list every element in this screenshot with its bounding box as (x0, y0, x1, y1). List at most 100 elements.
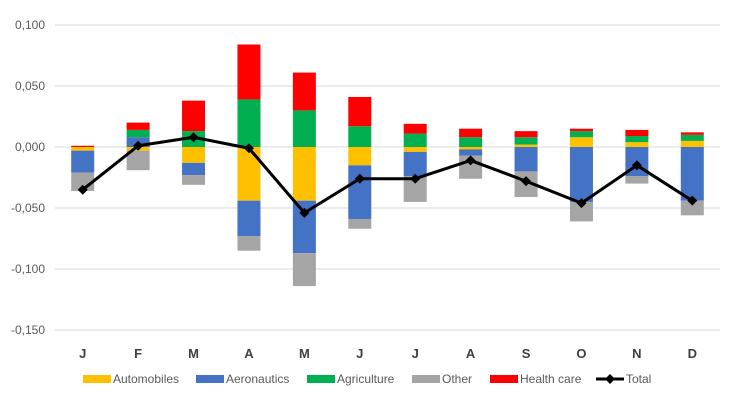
x-tick-label: J (356, 346, 363, 361)
bar-segment-health-care (348, 96, 372, 127)
bar-segment-other (348, 218, 372, 229)
bar-segment-aeronautics (71, 150, 95, 173)
total-point (465, 155, 476, 166)
y-axis-ticks: 0,100 0,050 0,000 -0,050 -0,100 -0,150 (11, 18, 45, 337)
bar-segment-health-care (680, 132, 704, 135)
legend-swatch (83, 375, 111, 383)
legend-label: Total (626, 372, 651, 386)
y-tick-label: -0,050 (11, 201, 45, 215)
x-tick-label: F (134, 346, 142, 361)
legend-label: Health care (520, 372, 582, 386)
total-point (77, 184, 88, 195)
total-point (354, 173, 365, 184)
legend-swatch (412, 375, 440, 383)
bar-segment-other (680, 200, 704, 216)
x-tick-label: S (522, 346, 531, 361)
total-point (687, 195, 698, 206)
bar-segment-other (625, 176, 649, 184)
bar-segment-aeronautics (680, 147, 704, 201)
x-tick-label: J (79, 346, 86, 361)
y-tick-label: 0,100 (15, 18, 45, 32)
bar-segment-aeronautics (182, 162, 206, 176)
bar-segment-automobiles (292, 147, 316, 201)
bar-segment-health-care (459, 128, 483, 138)
bar-segment-automobiles (71, 147, 95, 151)
legend-label: Automobiles (113, 372, 179, 386)
total-point (521, 176, 532, 187)
bar-segment-health-care (403, 123, 427, 134)
bar-segment-health-care (514, 131, 538, 138)
bar-segment-agriculture (569, 131, 593, 138)
bar-segment-health-care (292, 72, 316, 111)
legend-swatch (196, 375, 224, 383)
y-tick-label: -0,150 (11, 323, 45, 337)
total-line-path (81, 135, 694, 215)
bar-segment-automobiles (348, 147, 372, 166)
bar-segment-agriculture (126, 129, 150, 138)
gridlines (55, 24, 720, 331)
bar-segment-health-care (182, 100, 206, 132)
x-tick-label: A (466, 346, 476, 361)
bar-segment-other (569, 201, 593, 222)
bar-segment-health-care (237, 44, 261, 100)
bar-segment-agriculture (348, 126, 372, 147)
bar-segment-automobiles (459, 147, 483, 150)
legend-swatch (307, 375, 335, 383)
total-point (188, 132, 199, 143)
bar-segment-aeronautics (459, 149, 483, 156)
bar-segment-agriculture (625, 136, 649, 143)
bar-segment-agriculture (514, 137, 538, 145)
bar-segment-agriculture (680, 134, 704, 141)
y-tick-label: -0,100 (11, 262, 45, 276)
x-tick-label: M (188, 346, 199, 361)
x-tick-label: A (244, 346, 254, 361)
bar-segment-automobiles (625, 142, 649, 147)
bar-segment-aeronautics (514, 147, 538, 172)
legend-label: Other (442, 372, 472, 386)
bar-segment-agriculture (403, 133, 427, 147)
bars (71, 44, 704, 287)
total-point (299, 207, 310, 218)
bar-segment-agriculture (292, 110, 316, 147)
total-point (576, 198, 587, 209)
bar-segment-other (182, 175, 206, 185)
legend-marker (605, 374, 615, 384)
legend-swatch (490, 375, 518, 383)
bar-segment-aeronautics (403, 151, 427, 177)
bar-segment-agriculture (237, 99, 261, 147)
total-point (243, 143, 254, 154)
total-point (410, 173, 421, 184)
total-line (77, 132, 698, 218)
total-point (631, 160, 642, 171)
x-tick-label: O (576, 346, 586, 361)
total-point (133, 140, 144, 151)
y-tick-label: 0,050 (15, 79, 45, 93)
x-tick-label: N (632, 346, 641, 361)
bar-segment-aeronautics (237, 200, 261, 237)
bar-segment-automobiles (514, 144, 538, 147)
bar-segment-health-care (569, 128, 593, 132)
bar-segment-other (126, 150, 150, 171)
bar-segment-aeronautics (292, 200, 316, 254)
bar-segment-automobiles (680, 140, 704, 147)
bar-segment-other (237, 236, 261, 251)
bar-segment-other (403, 176, 427, 202)
bar-segment-health-care (126, 122, 150, 130)
bar-segment-aeronautics (348, 165, 372, 219)
bar-segment-agriculture (459, 137, 483, 147)
legend-label: Agriculture (337, 372, 395, 386)
legend: Automobiles Aeronautics Agriculture Other He… (83, 372, 651, 386)
bar-segment-aeronautics (569, 147, 593, 202)
bar-segment-health-care (71, 145, 95, 147)
bar-segment-automobiles (237, 147, 261, 201)
x-tick-label: D (688, 346, 697, 361)
bar-segment-other (292, 253, 316, 287)
bar-segment-automobiles (569, 137, 593, 147)
bar-segment-automobiles (403, 147, 427, 152)
bar-segment-health-care (625, 129, 649, 137)
y-tick-label: 0,000 (15, 140, 45, 154)
legend-label: Aeronautics (226, 372, 289, 386)
x-tick-label: M (299, 346, 310, 361)
